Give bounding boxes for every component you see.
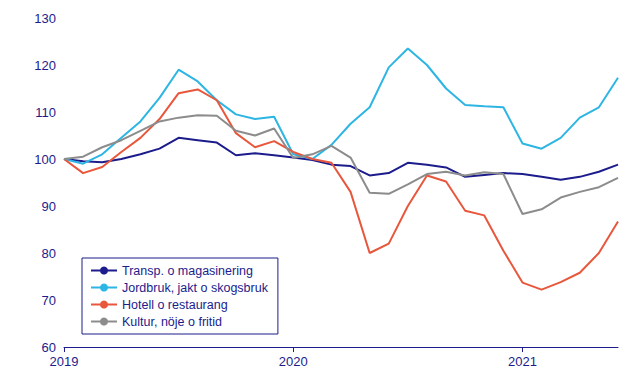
svg-text:2021: 2021 (508, 354, 537, 369)
svg-text:90: 90 (42, 199, 56, 214)
svg-text:Transp. o magasinering: Transp. o magasinering (122, 264, 253, 278)
svg-text:120: 120 (34, 58, 56, 73)
svg-text:2020: 2020 (279, 354, 308, 369)
svg-text:80: 80 (42, 246, 56, 261)
svg-text:70: 70 (42, 293, 56, 308)
svg-text:2019: 2019 (50, 354, 79, 369)
svg-text:100: 100 (34, 152, 56, 167)
svg-text:Kultur, nöje o fritid: Kultur, nöje o fritid (122, 315, 222, 329)
svg-text:60: 60 (42, 340, 56, 355)
svg-text:110: 110 (35, 105, 56, 120)
svg-text:Hotell o restaurang: Hotell o restaurang (122, 298, 228, 312)
svg-text:Jordbruk, jakt o skogsbruk: Jordbruk, jakt o skogsbruk (122, 281, 269, 295)
svg-text:130: 130 (34, 11, 56, 26)
